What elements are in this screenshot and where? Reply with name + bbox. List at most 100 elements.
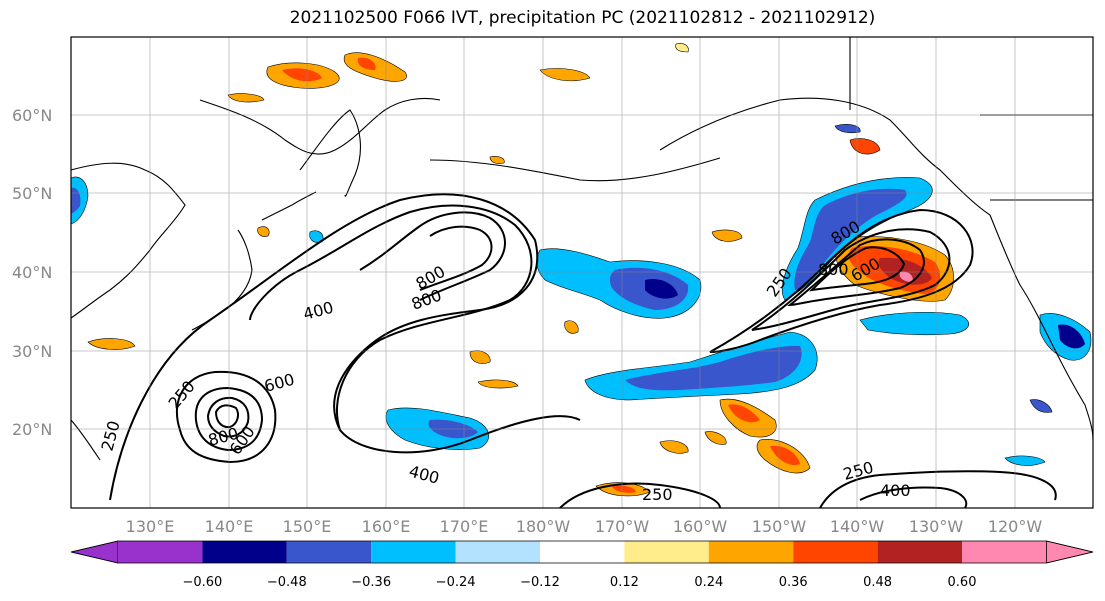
coastline-kuril xyxy=(261,191,317,221)
contour-label: 800 xyxy=(818,260,849,279)
colorbar-segment xyxy=(877,541,962,563)
lat-label: 40°N xyxy=(12,263,52,282)
lat-label: 30°N xyxy=(12,342,52,361)
colorbar-tick-label: 0.24 xyxy=(694,575,723,590)
contour-ivt-250 xyxy=(175,370,277,464)
precip-anomaly-pos xyxy=(227,93,265,103)
contour-ivt-600 xyxy=(787,238,925,307)
contour-ivt-250 xyxy=(819,470,1057,508)
precip-anomaly-pos xyxy=(612,485,636,493)
positive-precip-shading xyxy=(87,43,954,497)
precip-anomaly-pos xyxy=(489,156,505,164)
colorbar-segment xyxy=(286,541,372,563)
precip-anomaly-neg xyxy=(1029,399,1053,413)
lon-label: 180°W xyxy=(516,517,571,536)
precip-anomaly-pos xyxy=(849,138,881,155)
lon-label: 140°E xyxy=(205,517,254,536)
precip-anomaly-neg xyxy=(794,188,907,290)
colorbar-segment xyxy=(540,541,625,563)
precip-anomaly-neg xyxy=(309,230,324,243)
coastline-siberia xyxy=(199,97,441,155)
colorbar xyxy=(70,540,1094,564)
precip-anomaly-pos xyxy=(357,57,376,70)
coastline-kamchatka xyxy=(299,109,361,197)
colorbar-tick-label: −0.48 xyxy=(267,575,307,590)
contour-ivt-400 xyxy=(859,486,968,508)
lon-label: 120°W xyxy=(988,517,1043,536)
precip-anomaly-pos xyxy=(257,226,270,237)
lon-label: 130°E xyxy=(126,517,175,536)
latitude-axis: 60°N 50°N 40°N 30°N 20°N xyxy=(12,106,52,439)
precip-anomaly-pos xyxy=(539,68,591,82)
lat-label: 50°N xyxy=(12,184,52,203)
lat-label: 20°N xyxy=(12,420,52,439)
precip-anomaly-pos xyxy=(728,404,760,423)
map-frame xyxy=(70,36,1094,509)
precip-anomaly-neg xyxy=(645,278,678,299)
colorbar-tick-label: 0.60 xyxy=(948,575,977,590)
colorbar-extend-left xyxy=(70,540,119,564)
coastline-north-america xyxy=(989,214,1093,441)
contour-ivt-400 xyxy=(751,228,951,331)
precip-anomaly-pos xyxy=(899,271,913,282)
colorbar-segment xyxy=(793,541,878,563)
contour-label: 400 xyxy=(880,481,911,500)
precip-anomaly-neg xyxy=(625,345,802,391)
precip-anomaly-pos xyxy=(477,379,519,389)
lon-label: 170°E xyxy=(440,517,489,536)
colorbar-outline xyxy=(70,540,1094,564)
contour-ivt-800 xyxy=(419,225,493,291)
lat-label: 60°N xyxy=(12,106,52,125)
colorbar-segment xyxy=(455,541,540,563)
longitude-axis: 130°E 140°E 150°E 160°E 170°E 180°W 170°… xyxy=(126,517,1043,536)
precip-anomaly-neg xyxy=(71,187,81,214)
precip-anomaly-pos xyxy=(282,68,322,82)
contour-ivt-250 xyxy=(559,482,721,508)
coastline-north-america xyxy=(71,419,101,461)
precip-anomaly-pos xyxy=(564,320,579,334)
contour-ivt-400 xyxy=(194,386,264,452)
precip-anomaly-neg xyxy=(1058,324,1085,349)
contour-label: 250 xyxy=(642,485,673,504)
lon-label: 160°E xyxy=(362,517,411,536)
colorbar-tick-label: −0.24 xyxy=(436,575,476,590)
colorbar-tick-label: −0.60 xyxy=(182,575,222,590)
contour-ivt-600 xyxy=(359,211,506,301)
precip-anomaly-pos xyxy=(675,43,689,53)
lon-label: 160°W xyxy=(673,517,728,536)
colorbar-segment xyxy=(371,541,456,563)
colorbar-segment xyxy=(624,541,709,563)
coastline-aleutians xyxy=(429,157,721,182)
coastline-asia xyxy=(71,162,186,319)
precip-anomaly-neg xyxy=(834,124,861,134)
precip-anomaly-pos xyxy=(659,440,689,454)
colorbar-tick-label: 0.48 xyxy=(863,575,892,590)
colorbar-tick-label: 0.12 xyxy=(610,575,639,590)
colorbar-tick-label: −0.12 xyxy=(520,575,560,590)
colorbar-tick-label: −0.36 xyxy=(351,575,391,590)
colorbar-extend-right xyxy=(1046,540,1094,564)
colorbar-segment xyxy=(118,541,203,563)
lon-label: 150°E xyxy=(283,517,332,536)
colorbar-ticks: −0.60 −0.48 −0.36 −0.24 −0.12 0.12 0.24 … xyxy=(182,575,976,590)
ivt-contours xyxy=(109,193,1057,508)
lon-label: 150°W xyxy=(752,517,807,536)
precip-anomaly-pos xyxy=(704,431,727,445)
lon-label: 130°W xyxy=(909,517,964,536)
precip-anomaly-neg xyxy=(859,311,969,336)
contour-ivt-800 xyxy=(214,404,239,429)
precip-anomaly-pos xyxy=(87,338,136,350)
precip-anomaly-pos xyxy=(770,445,800,466)
colorbar-segment xyxy=(202,541,287,563)
colorbar-segment xyxy=(708,541,794,563)
colorbar-tick-label: 0.36 xyxy=(779,575,808,590)
colorbar-segment xyxy=(962,541,1047,563)
map-title: 2021102500 F066 IVT, precipitation PC (2… xyxy=(289,8,876,28)
lon-label: 170°W xyxy=(595,517,650,536)
lon-label: 140°W xyxy=(830,517,885,536)
contour-ivt-800 xyxy=(809,246,906,292)
precip-anomaly-pos xyxy=(711,229,743,242)
graticule xyxy=(71,37,1093,508)
contour-ivt-400 xyxy=(249,204,533,431)
